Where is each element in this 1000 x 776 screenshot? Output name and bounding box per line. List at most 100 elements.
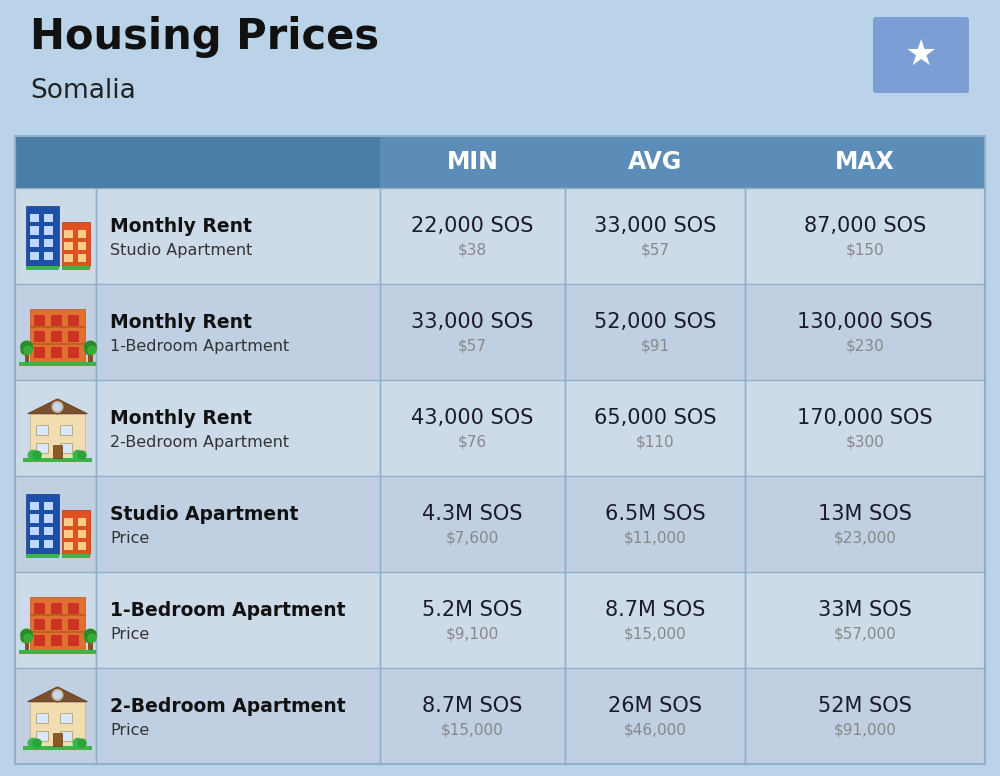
Bar <box>26 206 59 266</box>
Bar <box>34 347 45 358</box>
Text: $57: $57 <box>458 339 487 354</box>
Circle shape <box>84 345 94 355</box>
Circle shape <box>28 738 38 749</box>
Circle shape <box>53 403 62 411</box>
Bar <box>78 254 86 262</box>
Text: 6.5M SOS: 6.5M SOS <box>605 504 705 525</box>
Bar <box>15 136 380 188</box>
Bar <box>78 530 86 538</box>
Bar <box>30 414 85 458</box>
Bar <box>30 539 39 548</box>
Polygon shape <box>28 399 87 414</box>
Bar <box>60 425 72 435</box>
Text: 87,000 SOS: 87,000 SOS <box>804 217 926 237</box>
Bar <box>15 284 985 380</box>
Text: $9,100: $9,100 <box>446 627 499 642</box>
Bar <box>44 239 53 248</box>
Text: 65,000 SOS: 65,000 SOS <box>594 408 716 428</box>
Circle shape <box>23 633 33 643</box>
Bar <box>51 635 62 646</box>
Text: 1-Bedroom Apartment: 1-Bedroom Apartment <box>110 339 289 354</box>
Bar <box>30 502 39 511</box>
Text: $150: $150 <box>846 243 884 258</box>
Bar <box>78 542 86 549</box>
Text: AVG: AVG <box>628 150 682 174</box>
Bar <box>68 315 79 326</box>
FancyBboxPatch shape <box>873 17 969 93</box>
Text: Housing Prices: Housing Prices <box>30 16 379 58</box>
Bar <box>51 347 62 358</box>
Text: Price: Price <box>110 723 149 738</box>
Text: 5.2M SOS: 5.2M SOS <box>422 601 523 620</box>
Bar <box>34 331 45 341</box>
Text: MIN: MIN <box>447 150 498 174</box>
Bar <box>60 443 72 452</box>
Bar <box>62 510 90 554</box>
Bar <box>25 642 29 650</box>
Bar <box>64 254 73 262</box>
Text: $91: $91 <box>640 339 670 354</box>
Bar <box>68 603 79 614</box>
Bar <box>30 702 85 746</box>
Text: 52M SOS: 52M SOS <box>818 696 912 716</box>
Text: Monthly Rent: Monthly Rent <box>110 217 252 236</box>
Bar <box>36 713 48 723</box>
Text: Monthly Rent: Monthly Rent <box>110 409 252 428</box>
Bar <box>68 347 79 358</box>
Circle shape <box>32 450 42 460</box>
Bar <box>44 251 53 260</box>
Text: 4.3M SOS: 4.3M SOS <box>422 504 523 525</box>
Text: $15,000: $15,000 <box>624 627 686 642</box>
Circle shape <box>77 739 87 748</box>
Bar <box>26 494 59 554</box>
Text: 170,000 SOS: 170,000 SOS <box>797 408 933 428</box>
Text: $76: $76 <box>458 435 487 450</box>
Text: 43,000 SOS: 43,000 SOS <box>411 408 534 428</box>
Bar <box>30 214 39 222</box>
Text: 22,000 SOS: 22,000 SOS <box>411 217 534 237</box>
Bar <box>44 539 53 548</box>
Bar <box>36 425 48 435</box>
Text: $11,000: $11,000 <box>624 531 686 546</box>
Bar <box>78 518 86 525</box>
Bar <box>53 445 62 458</box>
Circle shape <box>23 345 33 355</box>
Circle shape <box>84 633 94 643</box>
Polygon shape <box>28 687 87 702</box>
Text: 33M SOS: 33M SOS <box>818 601 912 620</box>
Bar <box>30 326 85 327</box>
Bar <box>62 266 90 270</box>
Bar <box>62 554 90 558</box>
Bar <box>36 443 48 452</box>
Text: Somalia: Somalia <box>30 78 136 104</box>
Text: 130,000 SOS: 130,000 SOS <box>797 313 933 332</box>
Text: 2-Bedroom Apartment: 2-Bedroom Apartment <box>110 697 346 716</box>
Bar <box>23 746 92 750</box>
Bar <box>78 242 86 250</box>
Bar <box>30 309 85 362</box>
Bar <box>15 668 985 764</box>
Bar <box>44 514 53 523</box>
Bar <box>64 542 73 549</box>
Bar <box>30 597 85 650</box>
Bar <box>34 315 45 326</box>
Bar <box>30 631 85 633</box>
Circle shape <box>20 345 30 355</box>
Text: 26M SOS: 26M SOS <box>608 696 702 716</box>
Bar <box>44 214 53 222</box>
Bar <box>15 188 985 284</box>
Bar <box>15 136 985 764</box>
Bar <box>51 331 62 341</box>
Text: 1-Bedroom Apartment: 1-Bedroom Apartment <box>110 601 346 620</box>
Circle shape <box>20 629 33 642</box>
Bar <box>15 572 985 668</box>
Text: Studio Apartment: Studio Apartment <box>110 505 298 524</box>
Bar <box>25 354 29 362</box>
Bar <box>30 514 39 523</box>
Bar <box>30 614 85 615</box>
Circle shape <box>20 341 33 353</box>
Text: Price: Price <box>110 627 149 642</box>
Text: 52,000 SOS: 52,000 SOS <box>594 313 716 332</box>
Circle shape <box>20 633 30 643</box>
Circle shape <box>51 400 64 414</box>
